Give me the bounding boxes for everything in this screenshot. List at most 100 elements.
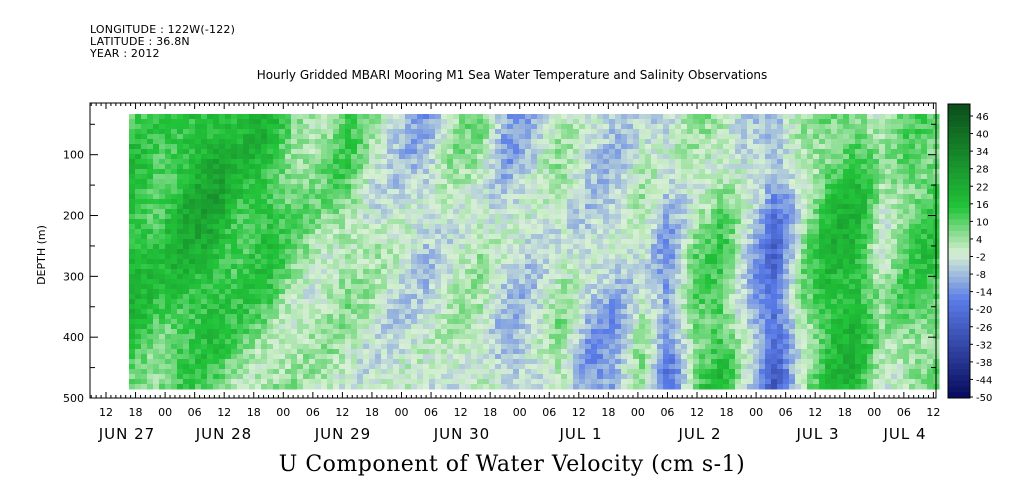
heatmap-cell (651, 194, 658, 200)
heatmap-cell (567, 359, 574, 365)
heatmap-cell (603, 219, 610, 225)
heatmap-cell (489, 324, 496, 330)
heatmap-cell (327, 214, 334, 220)
heatmap-cell (249, 294, 256, 300)
year-label: YEAR : 2012 (90, 47, 160, 60)
heatmap-cell (657, 274, 664, 280)
heatmap-cell (519, 339, 526, 345)
heatmap-cell (633, 349, 640, 355)
heatmap-cell (363, 194, 370, 200)
heatmap-cell (159, 219, 166, 225)
heatmap-cell (633, 139, 640, 145)
heatmap-cell (327, 304, 334, 310)
heatmap-cell (555, 199, 562, 205)
heatmap-cell (549, 199, 556, 205)
heatmap-cell (537, 149, 544, 155)
heatmap-cell (567, 324, 574, 330)
heatmap-cell (219, 384, 226, 390)
heatmap-cell (411, 224, 418, 230)
heatmap-cell (453, 164, 460, 170)
heatmap-cell (375, 319, 382, 325)
heatmap-cell (321, 334, 328, 340)
heatmap-cell (297, 154, 304, 160)
heatmap-cell (381, 334, 388, 340)
heatmap-cell (315, 129, 322, 135)
heatmap-cell (315, 269, 322, 275)
heatmap-cell (429, 319, 436, 325)
heatmap-cell (633, 214, 640, 220)
heatmap-cell (513, 249, 520, 255)
heatmap-cell (267, 329, 274, 335)
heatmap-cell (315, 369, 322, 375)
heatmap-cell (567, 304, 574, 310)
heatmap-cell (255, 189, 262, 195)
heatmap-cell (315, 334, 322, 340)
heatmap-cell (627, 349, 634, 355)
heatmap-cell (663, 304, 670, 310)
heatmap-cell (627, 264, 634, 270)
heatmap-cell (585, 344, 592, 350)
heatmap-cell (381, 364, 388, 370)
heatmap-cell (579, 249, 586, 255)
heatmap-cell (327, 189, 334, 195)
heatmap-cell (537, 134, 544, 140)
heatmap-cell (585, 349, 592, 355)
heatmap-cell (645, 129, 652, 135)
heatmap-cell (357, 334, 364, 340)
heatmap-cell (597, 199, 604, 205)
heatmap-cell (285, 179, 292, 185)
heatmap-cell (345, 294, 352, 300)
heatmap-cell (537, 374, 544, 380)
heatmap-cell (321, 244, 328, 250)
heatmap-cell (483, 249, 490, 255)
heatmap-cell (645, 229, 652, 235)
heatmap-cell (387, 214, 394, 220)
heatmap-cell (579, 254, 586, 260)
heatmap-cell (645, 214, 652, 220)
heatmap-cell (351, 244, 358, 250)
heatmap-cell (261, 379, 268, 385)
heatmap-cell (627, 284, 634, 290)
heatmap-cell (201, 379, 208, 385)
heatmap-cell (603, 214, 610, 220)
heatmap-cell (393, 254, 400, 260)
heatmap-cell (441, 309, 448, 315)
heatmap-cell (387, 189, 394, 195)
heatmap-cell (459, 259, 466, 265)
heatmap-cell (285, 159, 292, 165)
heatmap-cell (159, 194, 166, 200)
heatmap-cell (573, 369, 580, 375)
heatmap-cell (537, 279, 544, 285)
heatmap-cell (279, 304, 286, 310)
heatmap-cell (423, 219, 430, 225)
heatmap-cell (405, 219, 412, 225)
heatmap-cell (327, 344, 334, 350)
heatmap-cell (669, 119, 676, 125)
heatmap-cell (555, 179, 562, 185)
heatmap-cell (291, 339, 298, 345)
heatmap-cell (231, 264, 238, 270)
heatmap-cell (393, 289, 400, 295)
heatmap-cell (381, 199, 388, 205)
heatmap-cell (165, 284, 172, 290)
heatmap-cell (387, 209, 394, 215)
heatmap-cell (297, 359, 304, 365)
heatmap-cell (249, 249, 256, 255)
heatmap-cell (249, 284, 256, 290)
heatmap-cell (543, 239, 550, 245)
heatmap-cell (513, 149, 520, 155)
heatmap-cell (597, 214, 604, 220)
heatmap-cell (213, 279, 220, 285)
heatmap-cell (501, 259, 508, 265)
heatmap-cell (381, 219, 388, 225)
heatmap-cell (441, 154, 448, 160)
heatmap-cell (585, 239, 592, 245)
heatmap-cell (141, 334, 148, 340)
heatmap-cell (501, 379, 508, 385)
heatmap-cell (657, 174, 664, 180)
heatmap-cell (279, 339, 286, 345)
heatmap-cell (261, 204, 268, 210)
heatmap-cell (531, 139, 538, 145)
heatmap-cell (207, 274, 214, 280)
heatmap-cell (453, 364, 460, 370)
